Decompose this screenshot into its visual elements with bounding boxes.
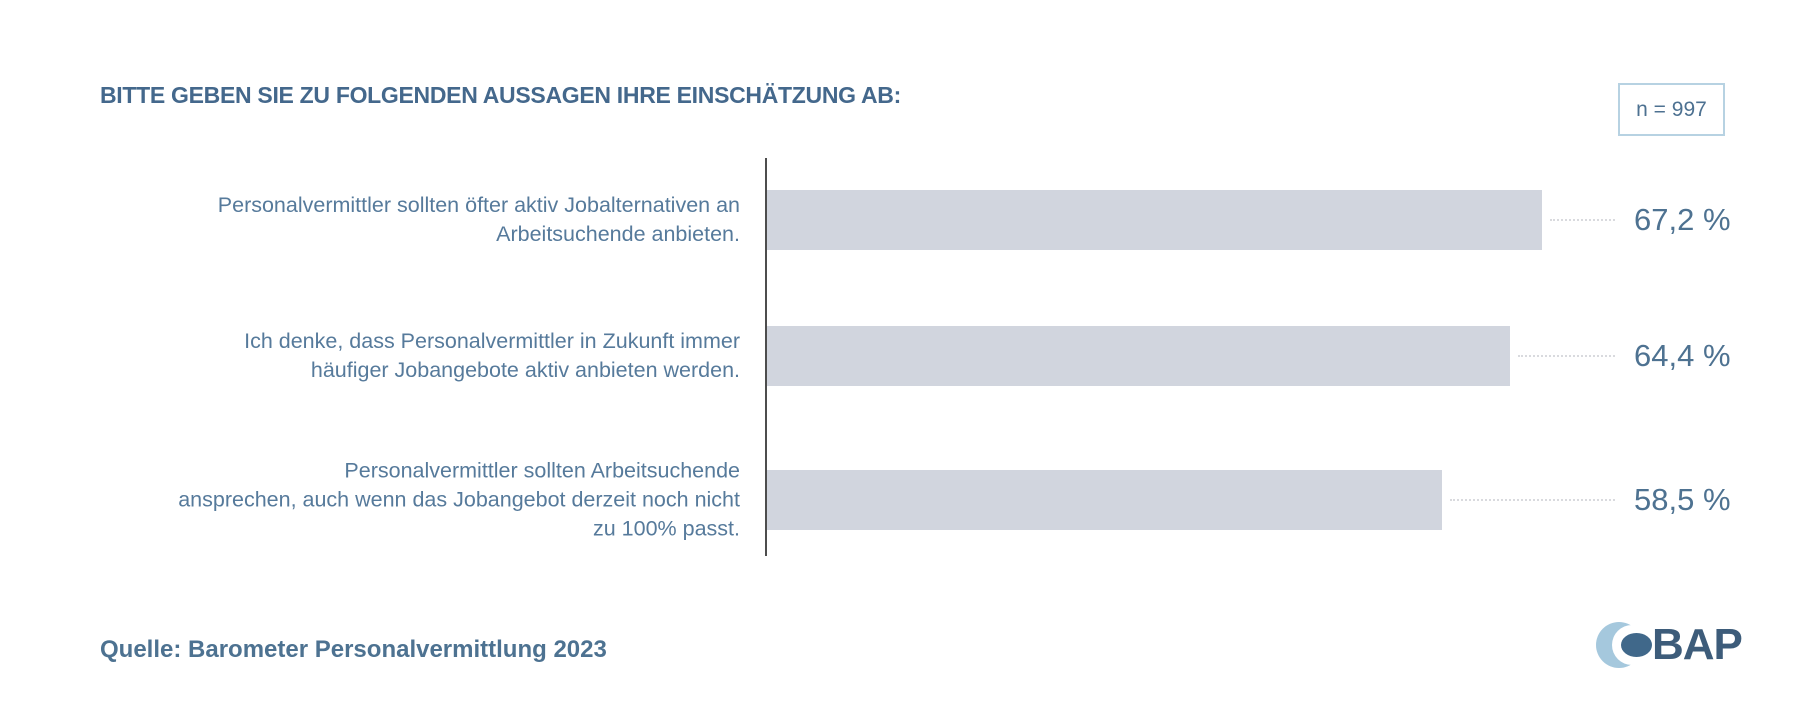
bar-category-label-line: ansprechen, auch wenn das Jobangebot der… [178, 487, 740, 512]
bar-value-label: 64,4 % [1634, 338, 1731, 373]
bar-category-label-line: Personalvermittler sollten öfter aktiv J… [217, 193, 740, 217]
bar-value-label: 67,2 % [1634, 202, 1731, 237]
bar [767, 190, 1542, 250]
bar [767, 470, 1442, 530]
sample-size-label: n = 997 [1636, 97, 1707, 121]
bar-category-label: Personalvermittler sollten öfter aktiv J… [100, 191, 740, 249]
bar-category-label: Personalvermittler sollten Arbeitsuchend… [100, 457, 740, 544]
chart-title: BITTE GEBEN SIE ZU FOLGENDEN AUSSAGEN IH… [100, 82, 901, 108]
leader-dots [1450, 499, 1615, 501]
bar-category-label-line: Personalvermittler sollten Arbeitsuchend… [344, 458, 740, 483]
source-note: Quelle: Barometer Personalvermittlung 20… [100, 636, 607, 663]
bap-logo-icon [1596, 622, 1652, 668]
bar-value-label: 58,5 % [1634, 482, 1731, 517]
bap-logo: BAP [1596, 620, 1743, 670]
bap-logo-text: BAP [1652, 620, 1743, 669]
sample-size-box: n = 997 [1618, 83, 1725, 136]
bar-category-label-line: häufiger Jobangebote aktiv anbieten werd… [310, 358, 740, 382]
leader-dots [1518, 355, 1615, 357]
axis-line [765, 158, 767, 556]
leader-dots [1550, 219, 1615, 221]
bar-category-label-line: Ich denke, dass Personalvermittler in Zu… [244, 329, 740, 353]
bar-category-label-line: zu 100% passt. [592, 516, 740, 541]
bar-category-label-line: Arbeitsuchende anbieten. [496, 222, 740, 246]
bar [767, 326, 1510, 386]
bar-category-label: Ich denke, dass Personalvermittler in Zu… [100, 327, 740, 385]
logo-dot-shape [1621, 633, 1652, 657]
